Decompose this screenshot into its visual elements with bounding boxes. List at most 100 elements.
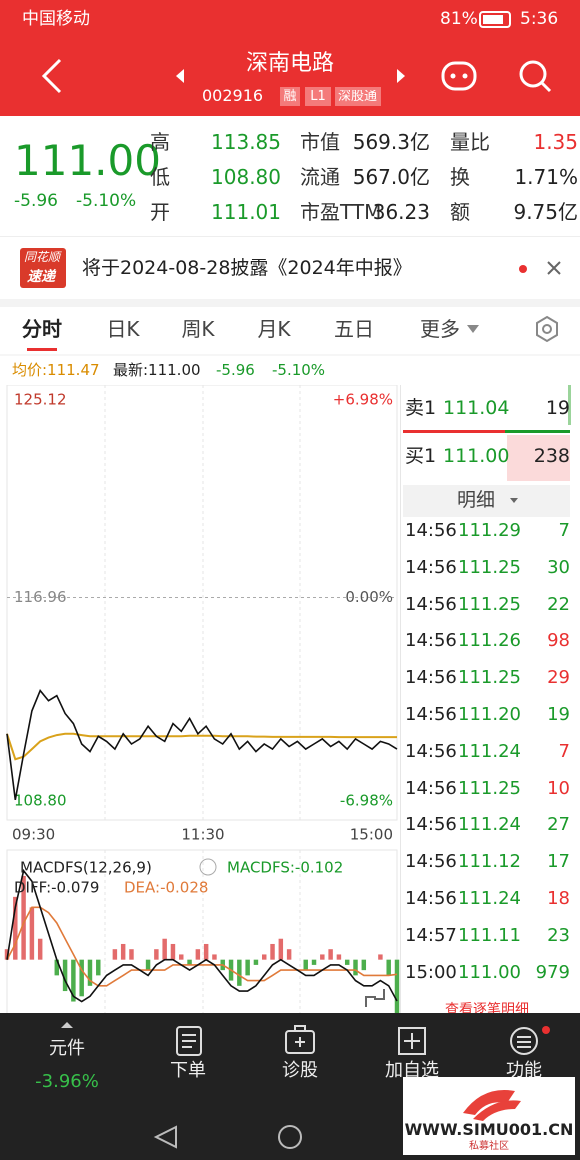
- tab[interactable]: 五日: [334, 317, 374, 341]
- stock-code: 002916: [202, 86, 264, 105]
- intraday-chart[interactable]: 125.12 +6.98% 116.96 0.00% 108.80 -6.98% 09:30…: [0, 385, 400, 1015]
- macd-bar: [187, 959, 192, 965]
- macd-bar: [303, 959, 308, 971]
- trade-time: 14:56: [405, 630, 457, 652]
- stat-label: 高: [150, 130, 170, 154]
- trade-volume: 30: [547, 556, 570, 578]
- badge-text: 速递: [27, 269, 55, 285]
- change: -5.96: [14, 191, 58, 211]
- trade-price: 111.24: [458, 888, 521, 909]
- prev-stock[interactable]: [176, 69, 184, 83]
- nav-item[interactable]: 诊股: [282, 1060, 318, 1081]
- macd-bar: [195, 949, 201, 960]
- stat-label: 流通: [300, 165, 340, 189]
- trade-volume: 17: [547, 851, 570, 873]
- macd-bar: [237, 959, 242, 986]
- tab[interactable]: 更多: [420, 317, 460, 341]
- nav-item[interactable]: 下单: [170, 1060, 206, 1081]
- stat-value: 113.85: [211, 130, 281, 154]
- next-stock[interactable]: [397, 69, 405, 83]
- trade-time: 15:00: [405, 961, 457, 983]
- x-tick-label: 15:00: [350, 826, 393, 844]
- notice-badge: [20, 248, 66, 288]
- macd-bar: [79, 959, 84, 997]
- info-change-pct: -5.10%: [272, 361, 326, 379]
- macd-bar: [311, 959, 317, 965]
- tag: L1: [310, 89, 326, 104]
- macd-bar: [278, 938, 284, 960]
- trade-price: 111.25: [458, 667, 521, 689]
- x-tick-label: 11:30: [181, 826, 224, 844]
- trade-volume: 19: [547, 704, 570, 725]
- buy-price: 111.00: [443, 445, 510, 467]
- stat-value: 9.75亿: [513, 200, 578, 224]
- nav-item[interactable]: 加自选: [385, 1060, 439, 1081]
- trade-time: 14:56: [405, 556, 457, 578]
- y-tick-label: 116.96: [14, 588, 67, 606]
- macd-bar: [212, 954, 217, 960]
- macd-bar: [145, 959, 151, 971]
- nav-component[interactable]: 元件: [49, 1038, 85, 1059]
- macd-bar: [62, 959, 68, 992]
- macd-bar: [54, 959, 60, 976]
- watermark-logo: [463, 1089, 521, 1121]
- stat-label: 额: [450, 200, 470, 224]
- clock: 5:36: [520, 9, 559, 29]
- nav-item[interactable]: 功能: [506, 1060, 542, 1081]
- stat-value: 1.71%: [514, 165, 578, 189]
- notice-controls: [519, 261, 561, 275]
- trade-time: 14:56: [405, 814, 457, 836]
- tag: 融: [283, 89, 297, 104]
- dea-label: DEA:-0.028: [124, 879, 208, 897]
- latest-price: 最新:111.00: [113, 361, 201, 379]
- macd-bar: [378, 954, 383, 960]
- trade-volume: 7: [558, 740, 570, 762]
- macd-bar: [253, 959, 259, 965]
- macd-bar: [129, 949, 134, 960]
- macd-bar: [112, 949, 118, 960]
- macd-bar: [154, 949, 159, 960]
- info-change: -5.96: [216, 361, 255, 379]
- back[interactable]: [41, 58, 62, 94]
- macd-bar: [87, 959, 93, 986]
- notice-text: 将于2024-08-28披露《2024年中报》: [82, 257, 412, 279]
- trade-time: 14:56: [405, 777, 457, 799]
- macd-bar: [170, 943, 176, 960]
- tab[interactable]: 周K: [181, 317, 215, 341]
- tab[interactable]: 分时: [22, 317, 62, 341]
- macd-bar: [286, 949, 292, 960]
- detail-title[interactable]: 明细: [456, 489, 496, 511]
- nav-icons: [61, 1022, 550, 1149]
- diff-line: [6, 868, 398, 1003]
- macd-bar: [270, 943, 275, 960]
- watermark-tagline: 私募社区: [469, 1141, 509, 1152]
- header-icons: [41, 11, 552, 106]
- trade-volume: 98: [547, 630, 570, 652]
- trade-time: 14:57: [405, 924, 457, 946]
- tab[interactable]: 日K: [106, 317, 140, 341]
- stat-label: 低: [150, 165, 170, 189]
- trade-time: 14:56: [405, 888, 457, 909]
- macd-title: MACDFS(12,26,9): [20, 859, 152, 877]
- tab[interactable]: 月K: [257, 317, 291, 341]
- macd-bar: [394, 959, 400, 1014]
- settings[interactable]: [536, 315, 558, 343]
- stat-value: 567.0亿: [352, 165, 430, 189]
- stat-label: 市值: [300, 130, 340, 154]
- carrier: 中国移动: [22, 9, 90, 29]
- macd-bar: [328, 949, 333, 960]
- macd-bar: [203, 943, 209, 960]
- trade-time: 14:56: [405, 851, 457, 873]
- trade-time: 14:56: [405, 667, 457, 689]
- stat-value: 1.35: [533, 130, 578, 154]
- search[interactable]: [519, 60, 552, 93]
- macd-bar: [320, 954, 325, 960]
- macd-bar: [344, 959, 350, 965]
- y-tick-label: 125.12: [14, 391, 67, 409]
- trade-volume: 979: [535, 961, 570, 983]
- macd-bar: [361, 959, 367, 971]
- notice-bar[interactable]: [0, 236, 580, 307]
- assistant[interactable]: [441, 61, 477, 91]
- sell-price: 111.04: [443, 397, 510, 419]
- macd-bar: [336, 954, 342, 960]
